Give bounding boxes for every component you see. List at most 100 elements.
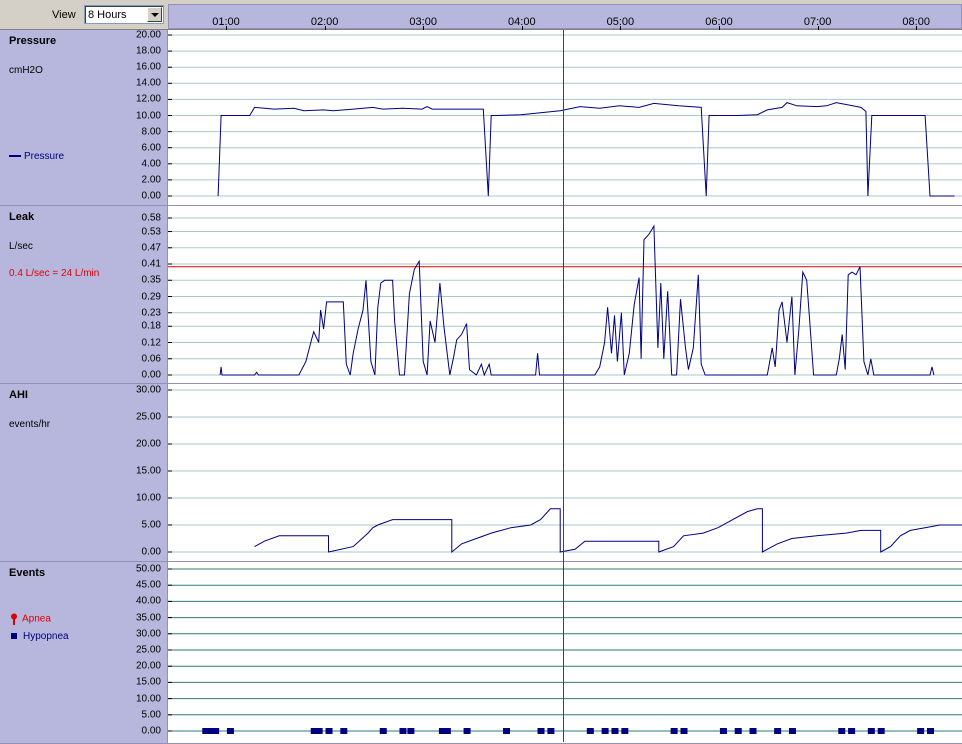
y-tick-label: 0.00 [141,369,161,381]
view-select-value: 8 Hours [88,9,127,21]
apnea-legend-label: Apnea [22,613,51,625]
y-tick-label: 0.35 [141,274,161,286]
y-tick-label: 20.00 [135,29,161,41]
time-tick-label: 08:00 [902,16,930,28]
hypopnea-event-marker[interactable] [601,728,609,734]
pin-icon [11,613,17,625]
events-panel-sidebar: Events Apnea Hypopnea 50.00 45.00 40.00 35.… [0,562,168,744]
time-tick-label: 03:00 [409,16,437,28]
time-tick-label: 05:00 [606,16,635,28]
y-tick-label: 5.00 [141,709,161,721]
hypopnea-event-marker[interactable] [310,728,318,734]
hypopnea-event-marker[interactable] [680,728,688,734]
hypopnea-event-marker[interactable] [207,728,215,734]
y-tick-label: 0.06 [141,353,161,365]
hypopnea-event-marker[interactable] [212,728,220,734]
pressure-legend: Pressure [9,151,64,162]
leak-panel-sidebar: Leak L/sec 0.4 L/sec = 24 L/min 0.58 0.53… [0,206,168,384]
y-tick-label: 25.00 [135,644,161,656]
time-tick-label: 06:00 [705,16,733,28]
y-tick-label: 45.00 [135,579,161,591]
hypopnea-event-marker[interactable] [226,728,234,734]
hypopnea-event-marker[interactable] [399,728,407,734]
hypopnea-event-marker[interactable] [325,728,333,734]
y-tick-label: 0.00 [141,725,161,737]
y-tick-label: 25.00 [135,411,161,423]
y-tick-label: 0.29 [141,291,161,302]
ahi-panel: AHI events/hr 30.00 25.00 20.00 15.00 10.00 5… [0,384,962,562]
hypopnea-event-marker[interactable] [202,728,210,734]
y-tick-label: 15.00 [135,676,161,688]
hypopnea-legend-label: Hypopnea [23,631,69,642]
hypopnea-event-marker[interactable] [443,728,451,734]
time-tick-mark [226,26,227,30]
pressure-legend-label: Pressure [24,151,65,162]
y-tick-label: 2.00 [141,174,161,186]
y-tick-label: 0.53 [141,226,161,238]
hypopnea-event-marker[interactable] [926,728,934,734]
time-tick-label: 02:00 [310,16,339,28]
square-icon [11,633,17,640]
hypopnea-event-marker[interactable] [379,728,387,734]
hypopnea-event-marker[interactable] [315,728,323,734]
line-swatch-icon [9,155,21,158]
hypopnea-event-marker[interactable] [503,728,511,734]
hypopnea-event-marker[interactable] [537,728,545,734]
hypopnea-event-marker[interactable] [734,728,742,734]
events-plot[interactable] [168,562,962,744]
hypopnea-event-marker[interactable] [917,728,925,734]
hypopnea-event-marker[interactable] [749,728,757,734]
hypopnea-event-marker[interactable] [621,728,629,734]
hypopnea-event-marker[interactable] [774,728,782,734]
hypopnea-event-marker[interactable] [340,728,348,734]
chevron-down-icon[interactable] [147,7,162,22]
hypopnea-event-marker[interactable] [719,728,727,734]
leak-panel: Leak L/sec 0.4 L/sec = 24 L/min 0.58 0.53… [0,206,962,384]
pressure-panel-sidebar: Pressure cmH2O Pressure 20.00 18.00 16.00 1… [0,30,168,206]
time-tick-label: 07:00 [803,16,832,28]
y-tick-label: 10.00 [135,693,161,705]
y-tick-label: 35.00 [135,612,161,624]
leak-reference-note: 0.4 L/sec = 24 L/min [9,268,100,279]
hypopnea-event-marker[interactable] [848,728,856,734]
leak-title: Leak [9,211,35,223]
hypopnea-event-marker[interactable] [586,728,594,734]
y-tick-label: 0.18 [141,320,161,332]
y-tick-label: 0.47 [141,242,161,254]
y-tick-label: 18.00 [135,45,161,57]
pressure-plot[interactable] [168,30,962,206]
pressure-series-line [217,102,955,197]
hypopnea-event-marker[interactable] [463,728,471,734]
hypopnea-event-marker[interactable] [788,728,796,734]
hypopnea-event-marker[interactable] [670,728,678,734]
hypopnea-event-marker[interactable] [838,728,846,734]
hypopnea-event-marker[interactable] [547,728,555,734]
events-panel: Events Apnea Hypopnea 50.00 45.00 40.00 35.… [0,562,962,744]
time-axis: 01:00 02:00 03:00 04:00 05:00 06:00 07:00 08:00 [168,4,962,30]
leak-unit: L/sec [9,241,33,252]
hypopnea-event-marker[interactable] [611,728,619,734]
y-tick-label: 0.00 [141,190,161,202]
ahi-plot[interactable] [168,384,962,562]
pressure-panel: Pressure cmH2O Pressure 20.00 18.00 16.00 1… [0,30,962,206]
view-select[interactable]: 8 Hours [84,5,164,24]
hypopnea-event-marker[interactable] [877,728,885,734]
view-label: View [52,9,76,21]
y-tick-label: 0.23 [141,307,161,319]
time-tick-mark [620,26,622,30]
y-tick-label: 5.00 [141,519,161,531]
apnea-legend: Apnea [9,613,51,625]
hypopnea-event-marker[interactable] [407,728,415,734]
ahi-unit: events/hr [9,419,51,430]
hypopnea-event-marker[interactable] [867,728,875,734]
y-tick-label: 4.00 [141,158,161,170]
pressure-title: Pressure [9,35,57,47]
y-tick-label: 0.12 [141,337,161,349]
y-tick-label: 40.00 [135,595,161,607]
time-tick-mark [324,26,326,30]
ahi-series-line [254,508,962,554]
time-cursor[interactable] [563,30,564,742]
hypopnea-event-marker[interactable] [438,728,446,734]
leak-plot[interactable] [168,206,962,384]
hypopnea-legend: Hypopnea [9,631,69,642]
